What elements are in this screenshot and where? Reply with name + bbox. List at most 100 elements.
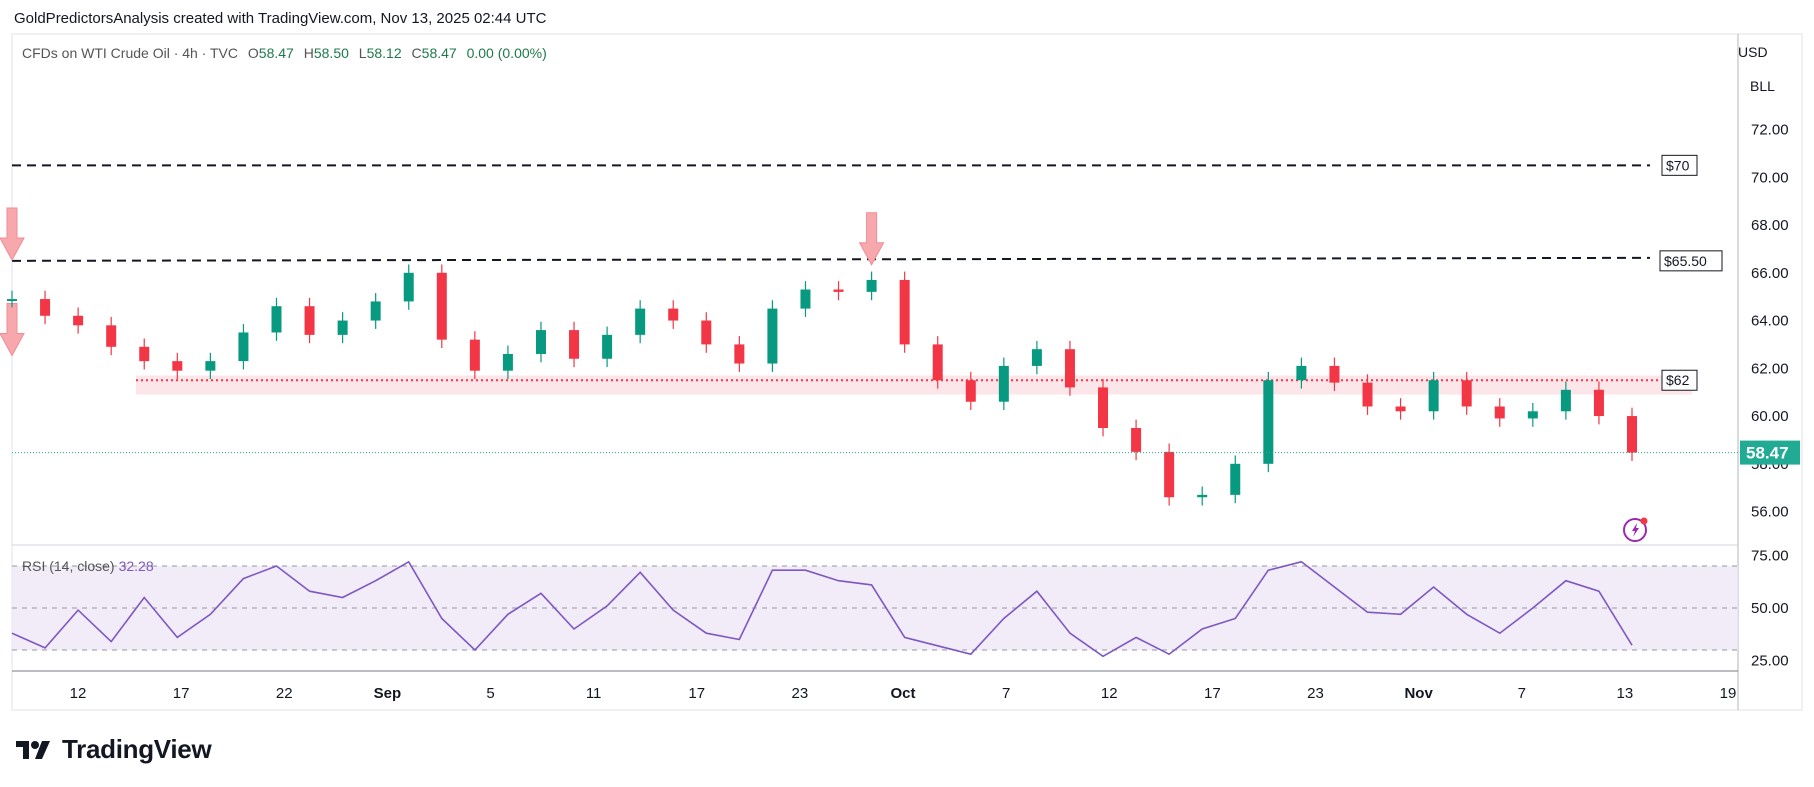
arrow-down-marker [858, 212, 885, 266]
time-tick-label: Sep [374, 685, 402, 702]
candle-body [1627, 416, 1637, 453]
candle-body [569, 330, 580, 359]
level-tag [1661, 369, 1698, 391]
candle-body [436, 272, 447, 340]
ohlc-low: L58.12 [358, 45, 402, 61]
candle-body [1164, 451, 1175, 498]
candle-body [1230, 463, 1241, 495]
rsi-tick-label: 25.00 [1751, 653, 1789, 670]
candle-body [1527, 411, 1538, 419]
arrow-down-marker [0, 303, 25, 357]
time-tick-label: 12 [70, 685, 87, 702]
candle-body [1329, 365, 1340, 383]
chart-caption: GoldPredictorsAnalysis created with Trad… [14, 10, 547, 27]
candle-body [40, 299, 51, 316]
level-tag-label: $62 [1666, 372, 1690, 388]
ohlc-close: C58.47 [411, 45, 457, 61]
candle-body [1428, 380, 1439, 412]
rsi-line [11, 560, 1633, 658]
time-tick-label: Nov [1404, 685, 1433, 702]
candle-body [469, 339, 480, 371]
candle-body [271, 306, 282, 333]
tradingview-logo-icon [16, 740, 50, 759]
candle-body [139, 346, 150, 362]
candle-body [1098, 387, 1109, 428]
candle-body [403, 272, 414, 302]
rsi-tick-label: 75.00 [1751, 548, 1789, 565]
candle-body [602, 334, 613, 359]
candle-body [965, 380, 976, 402]
price-tick-label: 60.00 [1751, 408, 1789, 425]
symbol-legend: CFDs on WTI Crude Oil · 4h · TVC O58.47 … [22, 45, 547, 61]
candle-body [502, 353, 513, 371]
rsi-value: 32.28 [118, 558, 154, 574]
tradingview-logo: TradingView [14, 734, 212, 765]
candle-body [635, 308, 646, 335]
current-price-label: 58.47 [1746, 444, 1789, 463]
candle-body [1593, 389, 1604, 417]
ohlc-change: 0.00 (0.00%) [466, 45, 547, 61]
arrow-down-marker [0, 207, 25, 262]
candle-body [172, 361, 183, 371]
time-tick-label: 23 [1307, 685, 1324, 702]
candle-body [866, 279, 877, 292]
time-tick-label: Oct [890, 685, 915, 702]
time-tick-label: 17 [1204, 685, 1221, 702]
candle-body [205, 361, 216, 371]
rsi-legend: RSI (14, close) 32.28 [22, 558, 154, 574]
time-tick-label: 17 [173, 685, 190, 702]
candle-body [337, 320, 348, 335]
time-tick-label: 7 [1518, 685, 1526, 702]
time-tick-label: 19 [1720, 685, 1737, 702]
flash-icon[interactable] [1622, 515, 1652, 550]
chart-frame [11, 33, 1803, 711]
time-tick-label: 12 [1101, 685, 1118, 702]
candle-body [668, 308, 679, 321]
candle-body [1131, 427, 1142, 452]
level-tag [1659, 250, 1723, 272]
candle-body [701, 320, 712, 345]
time-tick-label: 13 [1617, 685, 1634, 702]
price-tick-label: 72.00 [1751, 122, 1789, 139]
currency-selector[interactable]: USD [1738, 44, 1768, 60]
time-tick-label: 7 [1002, 685, 1010, 702]
price-tick-label: 70.00 [1751, 169, 1789, 186]
candle-body [767, 308, 778, 364]
time-tick-label: 17 [688, 685, 705, 702]
rsi-tick-label: 50.00 [1751, 600, 1789, 617]
price-tick-label: 62.00 [1751, 360, 1789, 377]
brand-text: TradingView [62, 734, 212, 764]
candle-body [998, 365, 1009, 402]
candle-body [833, 289, 844, 292]
candle-body [304, 306, 315, 335]
time-tick-label: 5 [486, 685, 494, 702]
candle-body [535, 330, 546, 354]
candle-body [1064, 349, 1075, 388]
level-tag-label: $65.50 [1664, 253, 1707, 269]
candle-body [1296, 365, 1307, 381]
candle-body [1197, 494, 1208, 498]
price-tick-label: 66.00 [1751, 265, 1789, 282]
price-tick-label: 64.00 [1751, 313, 1789, 330]
candle-body [238, 332, 249, 362]
time-tick-label: 22 [276, 685, 293, 702]
candle-body [1263, 380, 1274, 464]
candle-body [106, 325, 117, 347]
rsi-label: RSI (14, close) [22, 558, 115, 574]
level-tag [1661, 154, 1698, 176]
candle-body [1362, 382, 1373, 407]
time-tick-label: 23 [792, 685, 809, 702]
candle-body [73, 315, 84, 326]
ohlc-open: O58.47 [247, 45, 294, 61]
level-line [11, 256, 1651, 262]
time-tick-label: 11 [586, 685, 602, 702]
candle-body [899, 279, 910, 345]
candle-body [370, 301, 381, 321]
candle-body [7, 299, 17, 302]
candle-body [1461, 380, 1472, 407]
price-tick-label: 56.00 [1751, 504, 1789, 521]
current-price-tag [1740, 440, 1800, 465]
price-tick-label: 68.00 [1751, 217, 1789, 234]
unit-selector[interactable]: BLL [1750, 78, 1775, 94]
